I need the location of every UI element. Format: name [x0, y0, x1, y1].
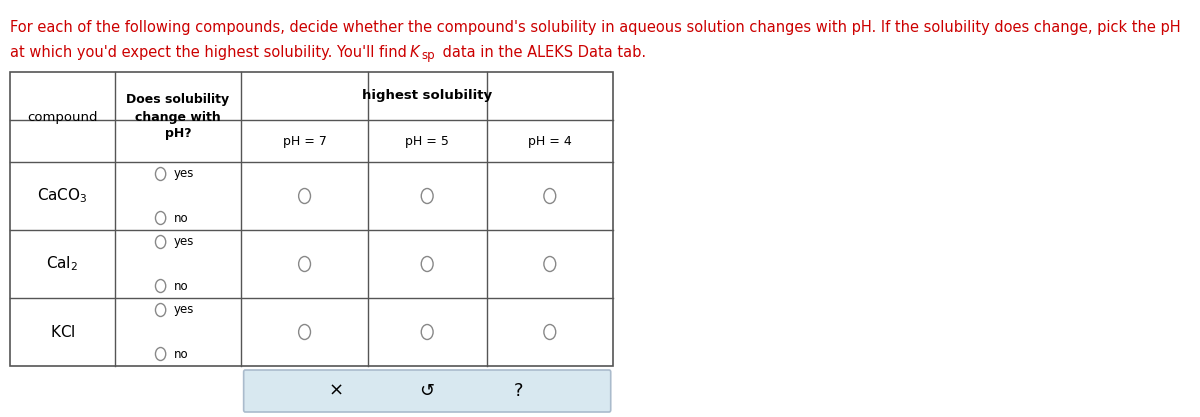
Text: data in the ALEKS Data tab.: data in the ALEKS Data tab. [438, 45, 647, 60]
FancyBboxPatch shape [244, 370, 611, 412]
Text: pH = 7: pH = 7 [283, 135, 326, 148]
Circle shape [544, 188, 556, 203]
Text: $\mathrm{KCl}$: $\mathrm{KCl}$ [49, 324, 76, 340]
Text: $\mathrm{CaI_2}$: $\mathrm{CaI_2}$ [47, 255, 79, 274]
Circle shape [299, 188, 311, 203]
Circle shape [156, 168, 166, 181]
Text: ↺: ↺ [420, 382, 434, 400]
Text: no: no [174, 279, 188, 292]
Text: no: no [174, 211, 188, 224]
Text: ?: ? [514, 382, 523, 400]
Circle shape [156, 236, 166, 249]
Text: $\mathrm{CaCO_3}$: $\mathrm{CaCO_3}$ [37, 187, 88, 205]
Text: For each of the following compounds, decide whether the compound's solubility in: For each of the following compounds, dec… [11, 20, 1181, 35]
Text: pH = 5: pH = 5 [406, 135, 449, 148]
Text: yes: yes [174, 236, 194, 249]
Text: ×: × [329, 382, 343, 400]
Text: sp: sp [421, 49, 436, 62]
Circle shape [421, 256, 433, 271]
Circle shape [421, 188, 433, 203]
Text: yes: yes [174, 168, 194, 181]
Text: Does solubility
change with
pH?: Does solubility change with pH? [126, 93, 229, 141]
Circle shape [299, 324, 311, 339]
Circle shape [156, 211, 166, 224]
Circle shape [299, 256, 311, 271]
Text: at which you'd expect the highest solubility. You'll find: at which you'd expect the highest solubi… [11, 45, 412, 60]
Circle shape [156, 279, 166, 292]
Text: pH = 4: pH = 4 [528, 135, 571, 148]
Text: K: K [409, 45, 420, 60]
Text: compound: compound [28, 111, 97, 123]
Text: yes: yes [174, 304, 194, 317]
Circle shape [544, 324, 556, 339]
Circle shape [544, 256, 556, 271]
Text: highest solubility: highest solubility [362, 90, 492, 103]
Bar [11, 72, 613, 366]
Circle shape [156, 304, 166, 317]
Text: no: no [174, 347, 188, 361]
Circle shape [421, 324, 433, 339]
Circle shape [156, 347, 166, 361]
